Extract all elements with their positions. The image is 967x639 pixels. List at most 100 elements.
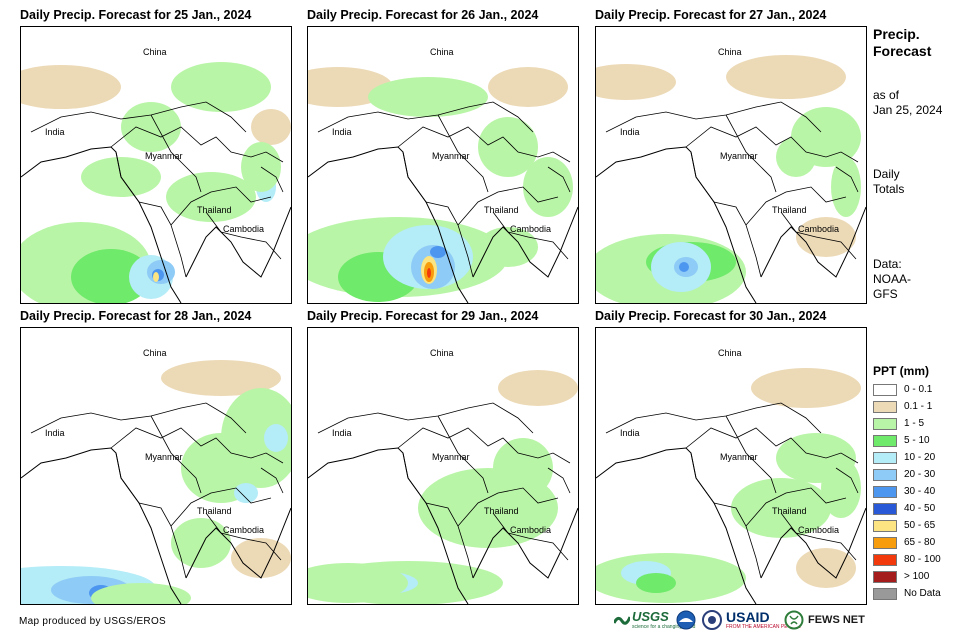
precip-area [488, 67, 568, 107]
precip-map: China India Myanmar Thailand Cambodia [20, 26, 292, 304]
map-label-cambodia: Cambodia [798, 224, 840, 234]
country-border [685, 427, 859, 464]
legend-item: 1 - 5 [873, 416, 963, 433]
legend-label: 50 - 65 [904, 520, 936, 531]
precip-area [308, 563, 408, 603]
legend-item: 0.1 - 1 [873, 399, 963, 416]
legend-item: 30 - 40 [873, 484, 963, 501]
map-label-thailand: Thailand [197, 506, 232, 516]
map-graphic [308, 67, 578, 303]
country-border [402, 452, 474, 579]
legend-swatch [873, 469, 897, 481]
precip-map: China India Myanmar Thailand Cambodia [307, 327, 579, 605]
map-label-myanmar: Myanmar [145, 151, 183, 161]
daily-label: Daily [873, 167, 900, 181]
precip-area [171, 518, 231, 568]
country-border [690, 151, 762, 278]
usaid-tagline: FROM THE AMERICAN PEOPLE [726, 624, 801, 630]
sidebar-daily-totals: Daily Totals [873, 167, 904, 197]
legend-swatch [873, 588, 897, 600]
map-label-cambodia: Cambodia [510, 525, 552, 535]
map-label-myanmar: Myanmar [720, 452, 758, 462]
country-border [492, 512, 569, 561]
country-border [547, 467, 571, 494]
country-border [150, 114, 202, 193]
legend-swatch [873, 520, 897, 532]
legend-label: 40 - 50 [904, 503, 936, 514]
map-label-thailand: Thailand [772, 205, 807, 215]
map-label-china: China [430, 47, 454, 57]
forecast-panel-jan-25: Daily Precip. Forecast for 25 Jan., 2024… [20, 8, 292, 308]
sidebar-as-of: as of Jan 25, 2024 [873, 88, 942, 118]
country-border [260, 467, 284, 494]
map-label-cambodia: Cambodia [798, 525, 840, 535]
legend-swatch [873, 401, 897, 413]
legend-label: 0.1 - 1 [904, 401, 933, 412]
map-label-india: India [45, 428, 65, 438]
precip-area [821, 458, 861, 518]
fewsnet-logo: FEWS NET [784, 608, 865, 632]
panel-title: Daily Precip. Forecast for 26 Jan., 2024 [307, 8, 539, 22]
map-label-china: China [143, 348, 167, 358]
data-source-line: NOAA- [873, 272, 912, 286]
legend-item: 0 - 0.1 [873, 382, 963, 399]
usaid-wordmark: USAID [726, 609, 770, 625]
country-border [170, 186, 272, 226]
map-label-thailand: Thailand [772, 506, 807, 516]
commerce-seal-icon [702, 610, 722, 630]
map-label-china: China [143, 47, 167, 57]
map-label-china: China [718, 47, 742, 57]
country-border [260, 166, 284, 193]
legend-label: 30 - 40 [904, 486, 936, 497]
panel-title: Daily Precip. Forecast for 28 Jan., 2024 [20, 309, 252, 323]
panel-title: Daily Precip. Forecast for 27 Jan., 2024 [595, 8, 827, 22]
forecast-panel-jan-29: Daily Precip. Forecast for 29 Jan., 2024… [307, 309, 579, 609]
sidebar-title-line: Precip. [873, 26, 920, 42]
map-label-myanmar: Myanmar [432, 452, 470, 462]
precip-area [171, 62, 271, 112]
precip-area [679, 262, 689, 272]
precip-area [264, 424, 288, 452]
map-label-cambodia: Cambodia [223, 224, 265, 234]
legend-label: 65 - 80 [904, 537, 936, 548]
precip-area [726, 55, 846, 99]
legend-item: > 100 [873, 569, 963, 586]
usgs-wordmark: USGS [632, 609, 669, 624]
map-label-thailand: Thailand [197, 205, 232, 215]
legend-swatch [873, 486, 897, 498]
map-label-india: India [332, 428, 352, 438]
map-label-myanmar: Myanmar [432, 151, 470, 161]
country-border [397, 427, 571, 464]
legend-label: 1 - 5 [904, 418, 925, 429]
country-border [397, 126, 571, 163]
precip-area [430, 246, 446, 258]
legend-item: 50 - 65 [873, 518, 963, 535]
legend-item: 40 - 50 [873, 501, 963, 518]
sidebar-data-source: Data: NOAA- GFS [873, 257, 911, 302]
precip-map: China India Myanmar Thailand Cambodia [20, 327, 292, 605]
legend-swatch [873, 418, 897, 430]
legend-swatch [873, 452, 897, 464]
forecast-panel-jan-26: Daily Precip. Forecast for 26 Jan., 2024… [307, 8, 579, 308]
map-credit: Map produced by USGS/EROS [19, 616, 167, 627]
legend-item: 10 - 20 [873, 450, 963, 467]
country-border [780, 211, 857, 260]
country-border [402, 151, 474, 278]
as-of-date: Jan 25, 2024 [873, 103, 943, 117]
legend-label: 20 - 30 [904, 469, 936, 480]
usgs-logo: USGS science for a changing world [614, 608, 695, 632]
precip-area [251, 109, 291, 145]
map-label-china: China [430, 348, 454, 358]
precip-area [493, 438, 553, 498]
country-border [150, 415, 202, 494]
precip-area [21, 65, 121, 109]
panel-title: Daily Precip. Forecast for 30 Jan., 2024 [595, 309, 827, 323]
panel-title: Daily Precip. Forecast for 29 Jan., 2024 [307, 309, 539, 323]
precip-area [234, 483, 258, 503]
precip-area [498, 370, 578, 406]
legend-swatch [873, 503, 897, 515]
country-border [110, 126, 284, 163]
map-graphic [21, 62, 291, 303]
forecast-panel-jan-30: Daily Precip. Forecast for 30 Jan., 2024… [595, 309, 867, 609]
map-label-india: India [45, 127, 65, 137]
